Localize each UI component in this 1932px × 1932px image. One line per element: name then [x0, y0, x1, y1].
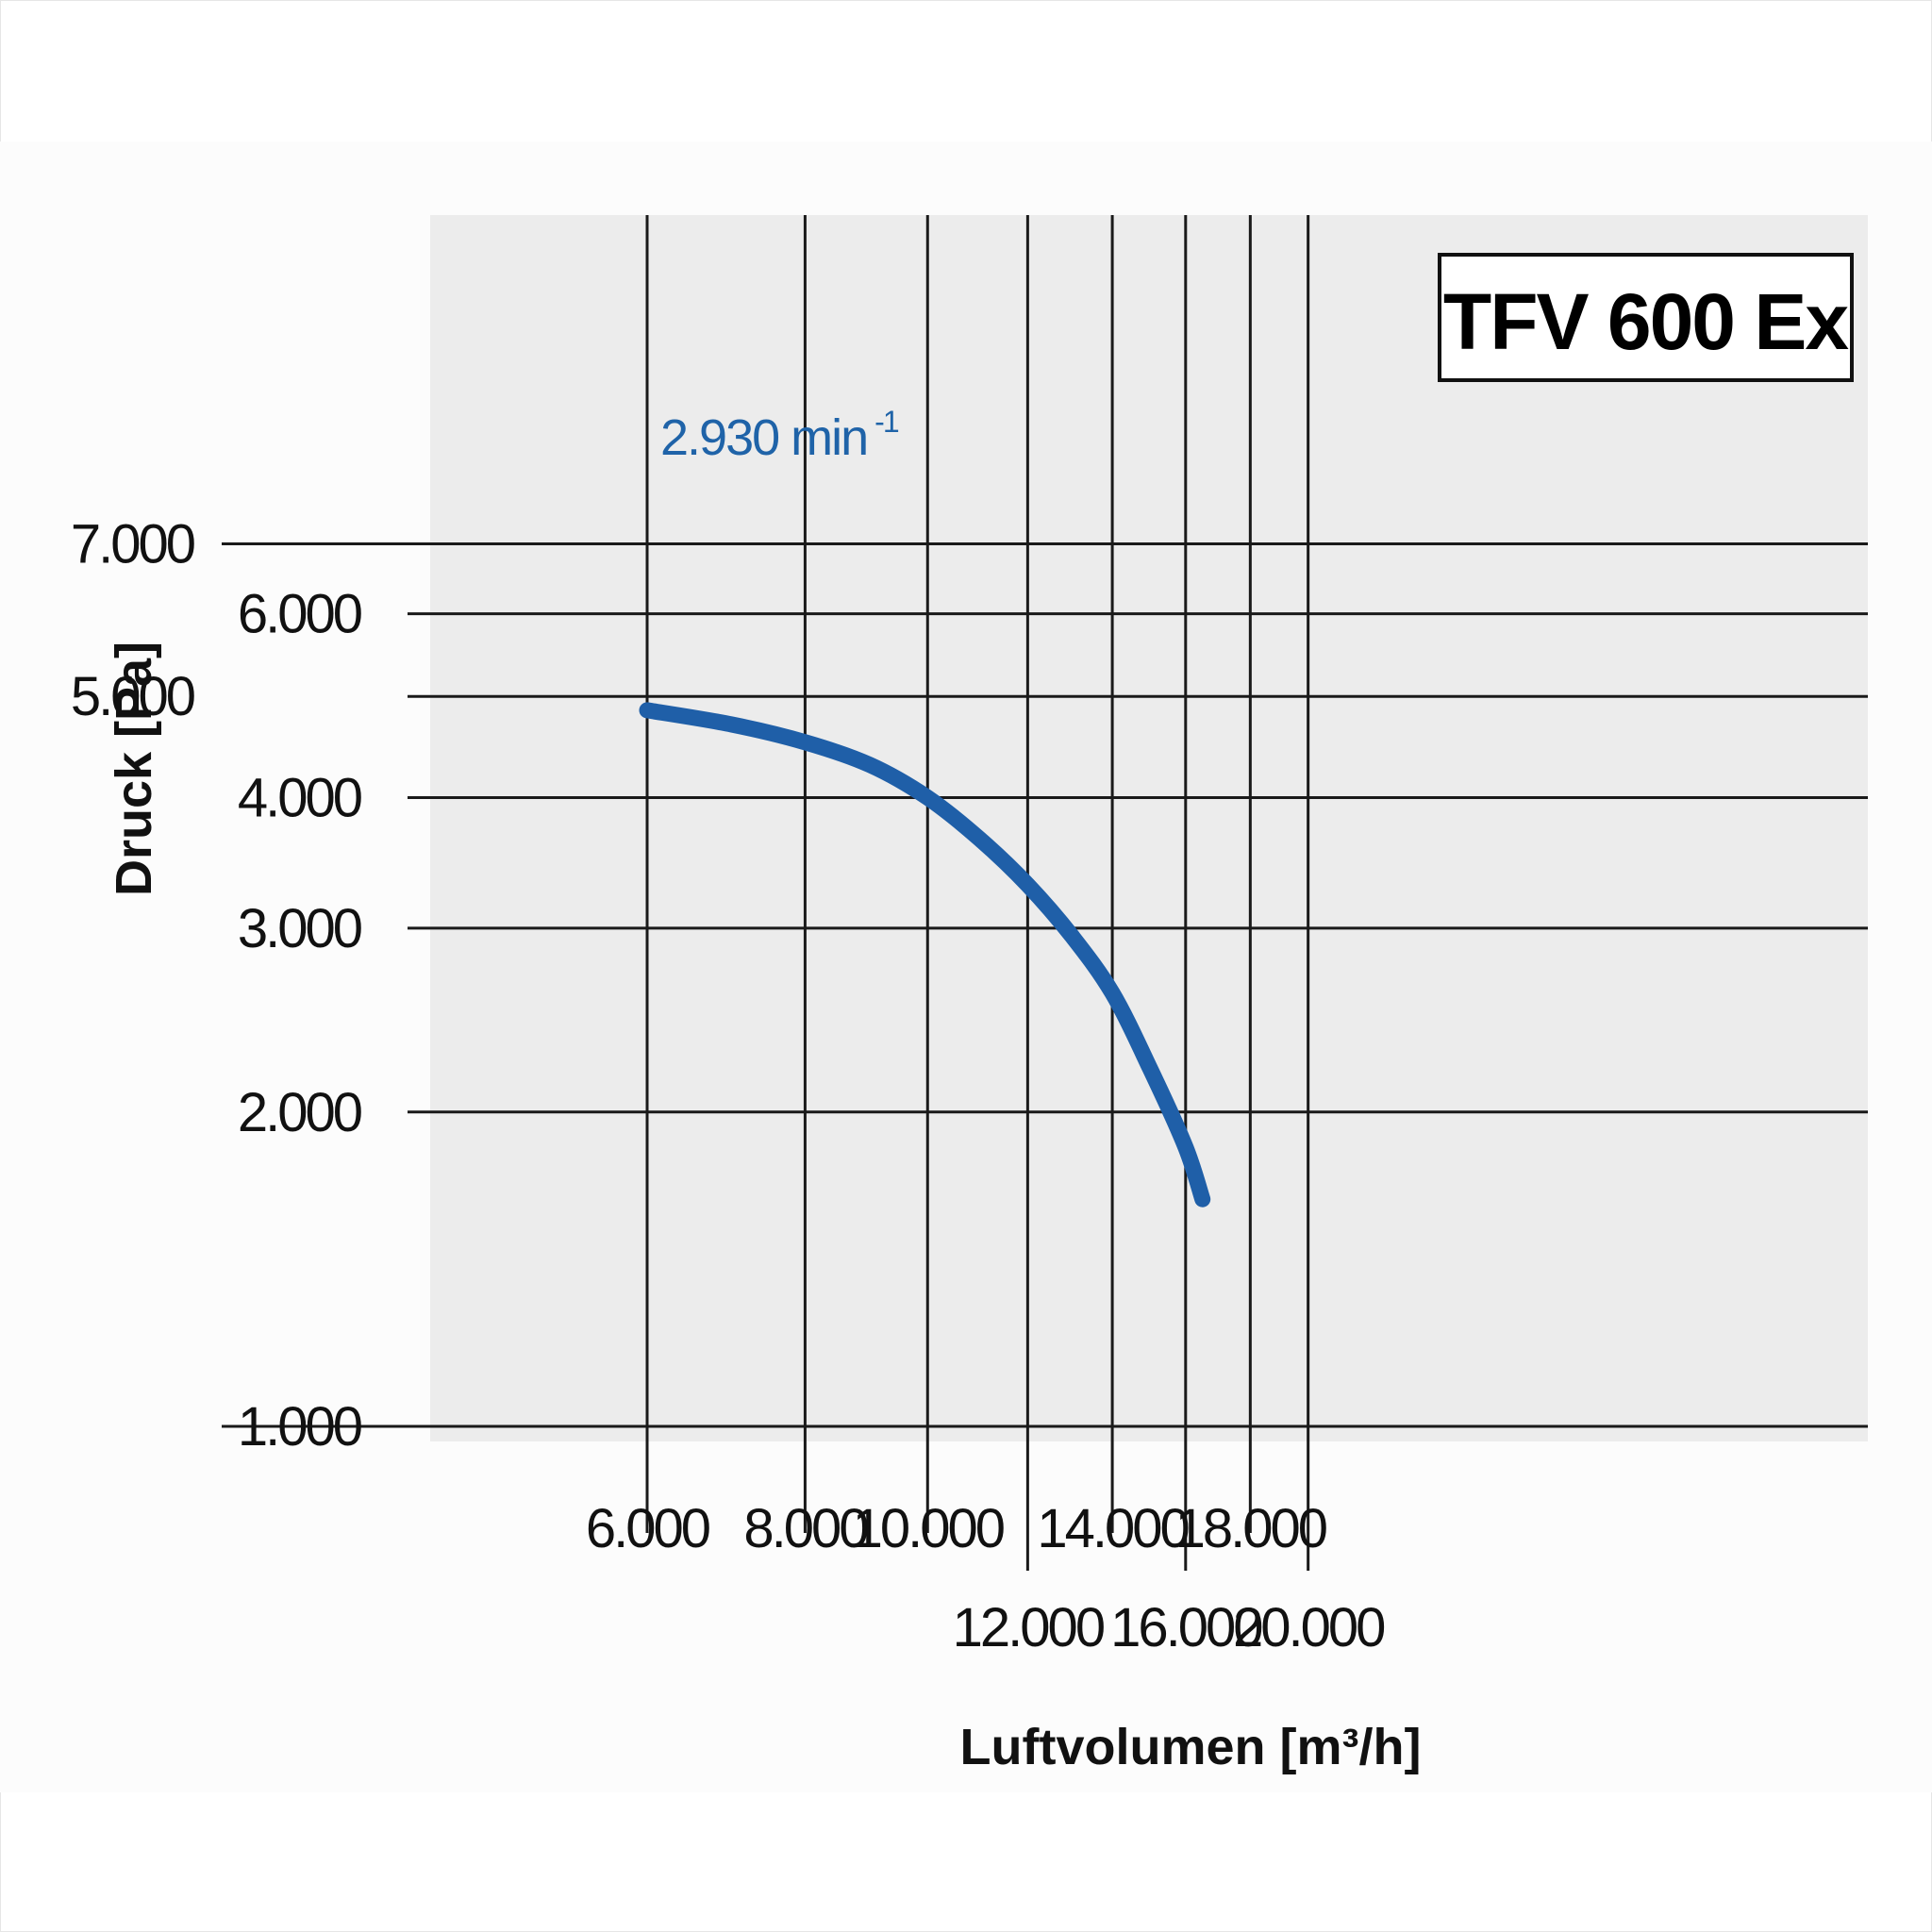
- y-tick-label: 4.000: [238, 768, 361, 829]
- series-label: 2.930 min -1: [660, 405, 899, 466]
- x-tick-label: 6.000: [586, 1498, 709, 1559]
- model-badge: TFV 600 Ex: [1438, 253, 1854, 382]
- x-tick-label: 16.000: [1110, 1597, 1261, 1658]
- y-tick-label: 2.000: [238, 1082, 361, 1143]
- x-axis-title: Luftvolumen [m³/h]: [960, 1719, 1422, 1775]
- x-tick-label: 12.000: [953, 1597, 1104, 1658]
- model-badge-frame: [1438, 253, 1854, 382]
- y-tick-label: 6.000: [238, 584, 361, 645]
- horizontal-grid-lines: [222, 541, 1868, 1428]
- series-line: [639, 702, 1211, 1208]
- y-tick-label: 5.000: [71, 666, 194, 727]
- plot-area: [430, 215, 1868, 1441]
- x-tick-label: 18.000: [1175, 1498, 1326, 1559]
- y-tick-labels: 1.000 2.000 3.000 4.000 5.000 6.000 7.000: [71, 513, 364, 1457]
- y-axis-title: Druck [Pa]: [106, 641, 162, 896]
- x-tick-label: 8.000: [743, 1498, 867, 1559]
- chart-title: TFV 600 Ex: [1443, 277, 1850, 366]
- x-tick-label: 20.000: [1233, 1597, 1384, 1658]
- y-tick-label: 7.000: [71, 513, 194, 575]
- x-tick-label: 14.000: [1037, 1498, 1188, 1559]
- x-tick-label: 10.000: [853, 1498, 1004, 1559]
- y-tick-label: 1.000: [238, 1396, 361, 1457]
- y-tick-label: 3.000: [238, 898, 361, 959]
